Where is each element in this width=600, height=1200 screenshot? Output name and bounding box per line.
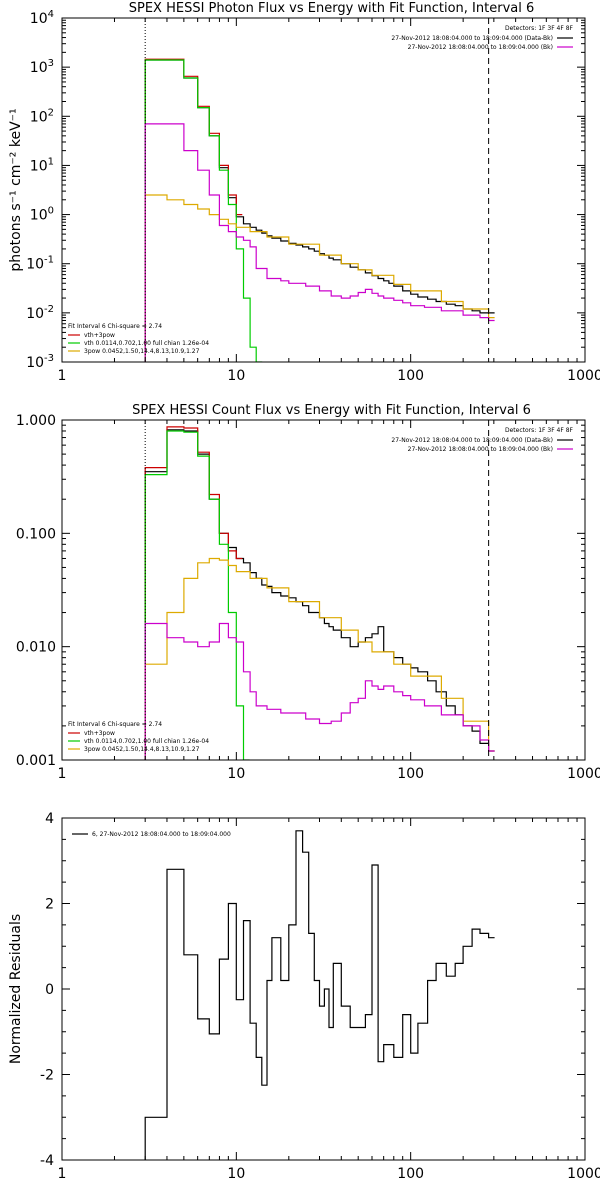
y-tick-label: 0 [45, 982, 54, 998]
legend-entry-label: vth+3pow [84, 730, 115, 737]
y-axis-label: photons s⁻¹ cm⁻² keV⁻¹ [8, 108, 24, 271]
y-axis-label: Normalized Residuals [8, 914, 24, 1064]
y-tick-label: -4 [40, 1153, 54, 1169]
series-group [144, 830, 495, 1160]
x-tick-label: 1 [58, 1166, 67, 1182]
legend-entry-label: 3pow 0.0452,1.50,14.4,8.13,10.9,1.27 [84, 746, 200, 753]
x-tick-label: 10 [227, 368, 245, 384]
chart-title: SPEX HESSI Photon Flux vs Energy with Fi… [129, 1, 535, 16]
series-line-3pow [144, 194, 495, 362]
x-tick-label: 1000 [567, 766, 600, 782]
x-tick-label: 1000 [567, 368, 600, 384]
y-tick-label: 101 [30, 156, 54, 174]
x-tick-label: 100 [397, 368, 424, 384]
series-line-vth-3pow [144, 58, 243, 362]
series-line-data-bk [144, 429, 495, 760]
legend-entry-label: 27-Nov-2012 18:08:04.000 to 18:09:04.000… [391, 437, 553, 444]
x-tick-label: 1 [58, 368, 67, 384]
plot-frame [61, 817, 586, 1161]
chart-panel-2: 1 10 100 1000 0.001 0.010 0.100 1.000 SPEX HESSI… [16, 403, 600, 782]
chart-panel-1: 1 10 100 1000 10-3 10-2 10-1 100 101 102 103 104 SPE… [8, 1, 600, 384]
legend-entry-label: 3pow 0.0452,1.50,14.4,8.13,10.9,1.27 [84, 348, 200, 355]
x-tick-label: 1 [58, 766, 67, 782]
x-tick-label: 1000 [567, 1166, 600, 1182]
legend-detectors: Detectors: 1F 3F 4F 8F [505, 427, 574, 434]
y-tick-label: 0.001 [16, 753, 56, 769]
x-tick-label: 10 [227, 766, 245, 782]
legend-detectors: Detectors: 1F 3F 4F 8F [505, 25, 574, 32]
y-tick-label: 100 [30, 206, 54, 224]
plot-frame [61, 419, 586, 761]
x-tick-label: 100 [397, 1166, 424, 1182]
y-tick-label: 4 [45, 811, 54, 827]
legend-entry-label: 27-Nov-2012 18:08:04.000 to 18:09:04.000… [391, 35, 553, 42]
y-tick-label: 0.010 [16, 640, 56, 656]
legend-entry-label: vth 0.0114,0.702,1.00 full chian 1.26e-0… [84, 340, 209, 347]
series-group [144, 58, 495, 362]
legend-entry-label: vth 0.0114,0.702,1.00 full chian 1.26e-0… [84, 738, 209, 745]
series-line-vth [144, 59, 263, 362]
y-tick-label: 104 [30, 9, 54, 27]
x-tick-label: 100 [397, 766, 424, 782]
y-tick-label: 0.100 [16, 526, 56, 542]
y-tick-label: 1.000 [16, 413, 56, 429]
series-line-vth [144, 430, 250, 760]
series-line-bk [144, 123, 495, 362]
x-tick-label: 10 [227, 1166, 245, 1182]
legend-entry-label: 27-Nov-2012 18:08:04.000 to 18:09:04.000… [408, 446, 553, 453]
legend-entry-label: vth+3pow [84, 332, 115, 339]
y-tick-label: -2 [40, 1068, 54, 1084]
series-line-residuals [144, 830, 495, 1160]
y-tick-label: 103 [30, 58, 54, 76]
y-tick-label: 102 [30, 107, 54, 125]
y-tick-label: 10-3 [26, 353, 54, 371]
series-line-vth-3pow [144, 426, 243, 760]
legend-fit-title: Fit Interval 6 Chi-square = 2.74 [68, 323, 162, 330]
chart-title: SPEX HESSI Count Flux vs Energy with Fit… [132, 403, 531, 418]
chart-panel-3: 1 10 100 1000 -4 -2 0 2 4 Normalized Residuals 6, … [8, 811, 600, 1182]
y-tick-label: 2 [45, 897, 54, 913]
plot-frame [61, 17, 586, 363]
legend-entry-label: 27-Nov-2012 18:08:04.000 to 18:09:04.000… [408, 44, 553, 51]
series-group [144, 426, 495, 760]
legend-entry-label: 6, 27-Nov-2012 18:08:04.000 to 18:09:04.… [92, 831, 231, 838]
legend-fit-title: Fit Interval 6 Chi-square = 2.74 [68, 721, 162, 728]
series-line-3pow [144, 557, 495, 760]
series-line-bk [144, 622, 495, 760]
y-tick-label: 10-2 [26, 304, 54, 322]
y-tick-label: 10-1 [26, 255, 54, 273]
